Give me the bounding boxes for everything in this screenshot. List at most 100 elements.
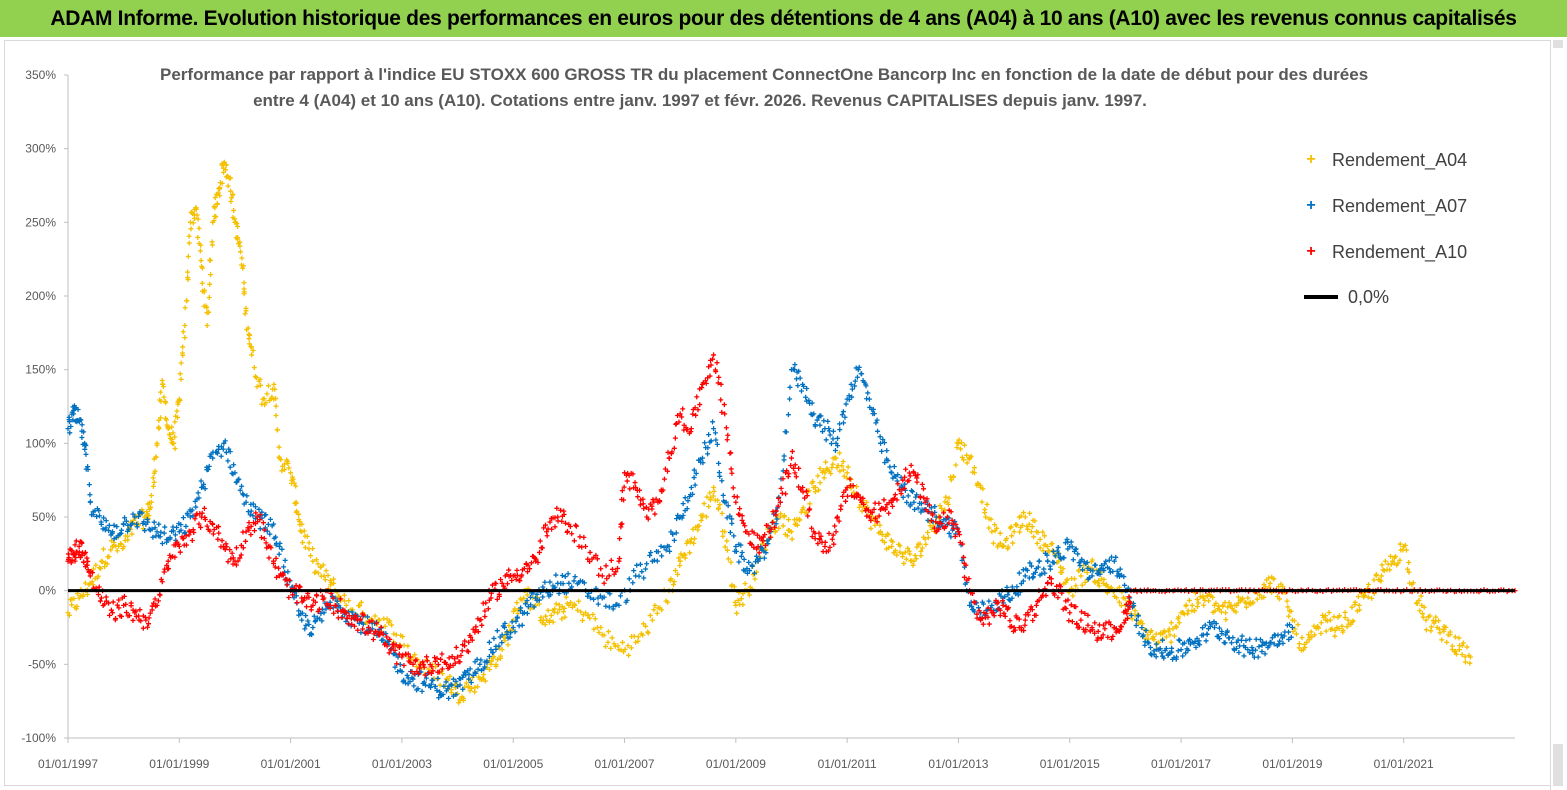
data-point bbox=[603, 603, 609, 609]
data-point bbox=[331, 576, 337, 582]
data-point bbox=[1107, 566, 1113, 572]
legend-marker-a07: + bbox=[1306, 197, 1316, 214]
data-point bbox=[543, 613, 549, 619]
data-point bbox=[680, 512, 686, 518]
data-point bbox=[366, 625, 372, 630]
data-point bbox=[313, 569, 319, 575]
data-point bbox=[1174, 654, 1180, 660]
scrollbar-bottom-thumb[interactable] bbox=[1553, 744, 1563, 786]
data-point bbox=[1147, 645, 1153, 651]
data-point bbox=[189, 507, 195, 513]
data-point bbox=[110, 610, 116, 616]
data-point bbox=[257, 526, 263, 532]
data-point bbox=[1336, 626, 1342, 632]
data-point bbox=[119, 613, 125, 619]
data-point bbox=[1157, 646, 1163, 652]
data-point bbox=[493, 581, 499, 587]
data-point bbox=[810, 479, 816, 485]
data-point bbox=[110, 599, 116, 605]
data-point bbox=[1253, 636, 1259, 642]
data-point bbox=[942, 507, 948, 513]
data-point bbox=[734, 494, 740, 500]
data-point bbox=[595, 601, 601, 607]
data-point bbox=[1060, 566, 1066, 572]
data-point bbox=[343, 610, 349, 616]
data-point bbox=[1437, 630, 1443, 636]
data-point bbox=[458, 652, 464, 658]
data-point bbox=[943, 494, 949, 500]
data-point bbox=[1302, 644, 1308, 650]
data-point bbox=[481, 672, 487, 678]
data-point bbox=[509, 627, 515, 633]
y-tick-label: -100% bbox=[21, 731, 56, 745]
data-point bbox=[156, 521, 162, 527]
data-point bbox=[968, 453, 974, 459]
data-point bbox=[147, 610, 153, 616]
data-point bbox=[372, 613, 378, 619]
data-point bbox=[804, 509, 810, 515]
data-point bbox=[1181, 640, 1187, 646]
data-point bbox=[833, 455, 839, 461]
data-point bbox=[671, 445, 677, 451]
data-point bbox=[992, 522, 998, 528]
data-point bbox=[305, 618, 311, 624]
data-point bbox=[274, 574, 280, 580]
data-point bbox=[776, 525, 782, 531]
data-point bbox=[641, 575, 647, 581]
data-point bbox=[652, 511, 658, 517]
data-point bbox=[386, 650, 392, 656]
data-point bbox=[1045, 558, 1051, 564]
data-point bbox=[1128, 612, 1134, 618]
data-point bbox=[852, 383, 858, 389]
data-point bbox=[508, 630, 514, 636]
data-point bbox=[107, 612, 113, 618]
data-point bbox=[1109, 554, 1115, 560]
data-point bbox=[387, 636, 393, 642]
data-point bbox=[699, 385, 705, 391]
data-point bbox=[959, 557, 965, 563]
data-point bbox=[121, 543, 127, 549]
data-point bbox=[1102, 561, 1108, 567]
data-point bbox=[861, 501, 867, 507]
data-point bbox=[1213, 600, 1219, 606]
data-point bbox=[1441, 628, 1447, 634]
data-point bbox=[598, 566, 604, 572]
data-point bbox=[711, 352, 717, 358]
data-point bbox=[273, 534, 279, 540]
data-point bbox=[106, 554, 112, 560]
data-point bbox=[829, 464, 835, 470]
data-point bbox=[688, 426, 694, 432]
data-point bbox=[514, 600, 520, 606]
data-point bbox=[809, 534, 815, 540]
data-point bbox=[214, 201, 220, 207]
data-point bbox=[1255, 654, 1261, 660]
data-point bbox=[723, 499, 729, 505]
data-point bbox=[1443, 624, 1449, 630]
right-scrollbar[interactable] bbox=[1550, 40, 1567, 790]
data-point bbox=[900, 477, 906, 483]
data-point bbox=[439, 666, 445, 672]
data-point bbox=[653, 496, 659, 502]
data-point bbox=[728, 559, 734, 565]
data-point bbox=[667, 548, 673, 554]
data-point bbox=[131, 517, 137, 523]
data-point bbox=[273, 412, 279, 418]
data-point bbox=[619, 488, 625, 494]
data-point bbox=[1342, 614, 1348, 620]
data-point bbox=[180, 535, 186, 541]
data-point bbox=[1129, 616, 1135, 622]
data-point bbox=[182, 530, 188, 536]
data-point bbox=[609, 635, 615, 641]
data-point bbox=[953, 521, 959, 527]
x-tick-label: 01/01/2007 bbox=[595, 757, 655, 771]
data-point bbox=[687, 550, 693, 556]
scrollbar-top-thumb[interactable] bbox=[1553, 40, 1563, 48]
data-point bbox=[716, 460, 722, 466]
data-point bbox=[218, 453, 224, 459]
data-point bbox=[1015, 592, 1021, 598]
data-point bbox=[521, 566, 527, 572]
data-point bbox=[1219, 631, 1225, 637]
data-point bbox=[1022, 573, 1028, 579]
data-point bbox=[619, 521, 625, 527]
data-point bbox=[460, 674, 466, 680]
